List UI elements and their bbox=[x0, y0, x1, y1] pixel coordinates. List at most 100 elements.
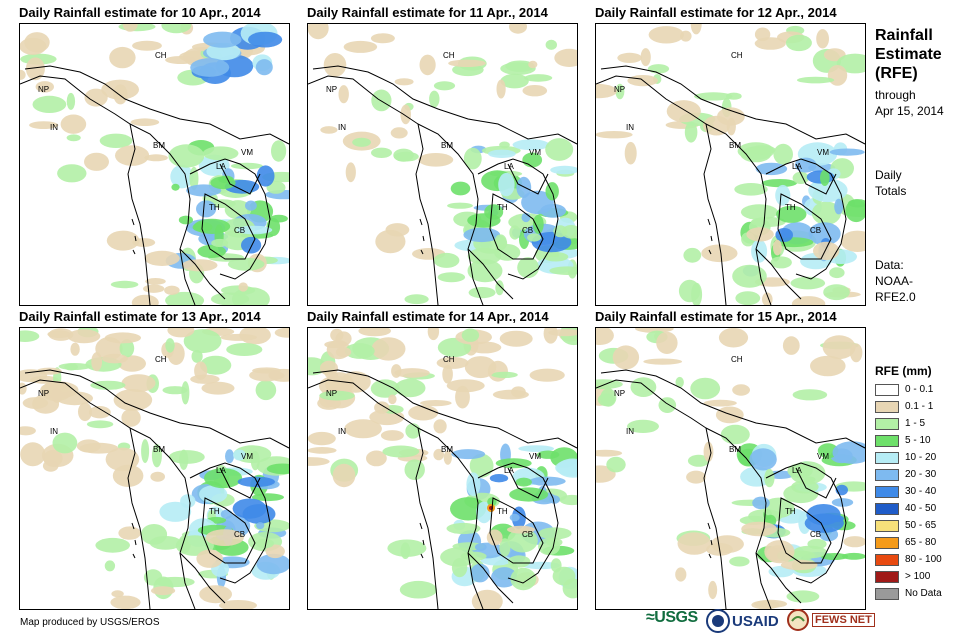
usaid-logo: USAID bbox=[706, 609, 779, 633]
country-label-th: TH bbox=[497, 203, 508, 212]
legend-swatch bbox=[875, 536, 899, 549]
rainfall-map-panel: CH NP IN BM LA VM TH CB bbox=[595, 327, 866, 610]
legend-main-title: Rainfall Estimate (RFE) bbox=[875, 27, 942, 82]
map-credit: Map produced by USGS/EROS bbox=[20, 617, 160, 628]
country-label-np: NP bbox=[614, 389, 625, 398]
legend-label: No Data bbox=[905, 588, 942, 599]
legend: 0 - 0.1 0.1 - 1 1 - 5 5 - 10 10 - 20 20 - 30 3… bbox=[875, 382, 965, 607]
daily-totals-label: Daily Totals bbox=[875, 168, 907, 198]
borders bbox=[20, 369, 289, 609]
country-labels: CH NP IN BM LA VM TH CB bbox=[38, 355, 253, 539]
country-label-la: LA bbox=[216, 466, 226, 475]
country-label-th: TH bbox=[209, 507, 220, 516]
borders bbox=[308, 369, 577, 609]
country-label-th: TH bbox=[209, 203, 220, 212]
legend-item: 40 - 50 bbox=[875, 501, 936, 516]
borders bbox=[308, 65, 577, 305]
country-label-bm: BM bbox=[729, 445, 741, 454]
country-label-in: IN bbox=[338, 123, 346, 132]
country-label-bm: BM bbox=[441, 141, 453, 150]
country-label-ch: CH bbox=[731, 355, 743, 364]
country-label-ch: CH bbox=[155, 51, 167, 60]
through-label: through Apr 15, 2014 bbox=[875, 88, 944, 118]
legend-swatch bbox=[875, 553, 899, 566]
country-label-vm: VM bbox=[529, 148, 541, 157]
country-label-cb: CB bbox=[234, 226, 245, 235]
country-label-ch: CH bbox=[443, 355, 455, 364]
country-label-np: NP bbox=[326, 389, 337, 398]
country-label-la: LA bbox=[504, 162, 514, 171]
legend-item: 0 - 0.1 bbox=[875, 382, 933, 397]
legend-title: RFE (mm) bbox=[875, 364, 932, 378]
legend-label: 20 - 30 bbox=[905, 469, 937, 480]
usgs-logo: ≈USGS bbox=[646, 609, 698, 626]
rainfall-map-panel: CH NP IN BM LA VM TH CB bbox=[19, 327, 290, 610]
legend-swatch bbox=[875, 485, 899, 498]
country-label-in: IN bbox=[50, 123, 58, 132]
legend-label: 5 - 10 bbox=[905, 435, 931, 446]
legend-item: 10 - 20 bbox=[875, 450, 936, 465]
legend-label: > 100 bbox=[905, 571, 931, 582]
legend-swatch bbox=[875, 417, 899, 430]
legend-swatch bbox=[875, 570, 899, 583]
country-labels: CH NP IN BM LA VM TH CB bbox=[326, 355, 541, 539]
country-label-vm: VM bbox=[817, 452, 829, 461]
legend-item: > 100 bbox=[875, 569, 930, 584]
country-label-th: TH bbox=[497, 507, 508, 516]
legend-item: 80 - 100 bbox=[875, 552, 942, 567]
country-label-la: LA bbox=[792, 466, 802, 475]
legend-item: 65 - 80 bbox=[875, 535, 936, 550]
country-label-np: NP bbox=[38, 389, 49, 398]
country-label-th: TH bbox=[785, 203, 796, 212]
country-label-np: NP bbox=[614, 85, 625, 94]
rainfall-map-panel: CH NP IN BM LA VM TH CB bbox=[595, 23, 866, 306]
legend-swatch bbox=[875, 502, 899, 515]
country-label-bm: BM bbox=[153, 445, 165, 454]
legend-swatch bbox=[875, 400, 899, 413]
legend-label: 1 - 5 bbox=[905, 418, 926, 429]
rainfall-field bbox=[20, 328, 289, 609]
rainfall-map-panel: CH NP IN BM LA VM TH CB bbox=[307, 23, 578, 306]
panel-title: Daily Rainfall estimate for 15 Apr., 201… bbox=[595, 309, 837, 324]
country-label-ch: CH bbox=[731, 51, 743, 60]
rainfall-field bbox=[20, 24, 289, 305]
rainfall-field bbox=[596, 328, 865, 609]
legend-label: 80 - 100 bbox=[905, 554, 942, 565]
legend-item: 1 - 5 bbox=[875, 416, 925, 431]
country-label-cb: CB bbox=[810, 226, 821, 235]
borders bbox=[596, 369, 865, 609]
legend-label: 30 - 40 bbox=[905, 486, 937, 497]
legend-label: 0 - 0.1 bbox=[905, 384, 934, 395]
legend-item: No Data bbox=[875, 586, 942, 601]
country-label-vm: VM bbox=[241, 452, 253, 461]
country-label-in: IN bbox=[626, 427, 634, 436]
panel-title: Daily Rainfall estimate for 14 Apr., 201… bbox=[307, 309, 549, 324]
fewsnet-logo: FEWS NET bbox=[787, 609, 875, 631]
legend-label: 65 - 80 bbox=[905, 537, 937, 548]
legend-label: 40 - 50 bbox=[905, 503, 937, 514]
country-labels: CH NP IN BM LA VM TH CB bbox=[38, 51, 253, 235]
legend-item: 0.1 - 1 bbox=[875, 399, 933, 414]
country-label-la: LA bbox=[504, 466, 514, 475]
country-label-la: LA bbox=[216, 162, 226, 171]
rainfall-map-panel: CH NP IN BM LA VM TH CB bbox=[307, 327, 578, 610]
legend-item: 50 - 65 bbox=[875, 518, 936, 533]
country-label-cb: CB bbox=[810, 530, 821, 539]
panel-title: Daily Rainfall estimate for 13 Apr., 201… bbox=[19, 309, 261, 324]
country-label-cb: CB bbox=[522, 530, 533, 539]
country-labels: CH NP IN BM LA VM TH CB bbox=[614, 51, 829, 235]
legend-swatch bbox=[875, 451, 899, 464]
panel-title: Daily Rainfall estimate for 11 Apr., 201… bbox=[307, 5, 548, 20]
usaid-seal-icon bbox=[706, 609, 730, 633]
borders bbox=[20, 65, 289, 305]
country-label-bm: BM bbox=[729, 141, 741, 150]
data-source-label: Data: NOAA- RFE2.0 bbox=[875, 258, 916, 304]
legend-label: 0.1 - 1 bbox=[905, 401, 934, 412]
country-label-cb: CB bbox=[234, 530, 245, 539]
country-label-th: TH bbox=[785, 507, 796, 516]
country-label-cb: CB bbox=[522, 226, 533, 235]
country-label-bm: BM bbox=[153, 141, 165, 150]
rainfall-map-panel: CH NP IN BM LA VM TH CB bbox=[19, 23, 290, 306]
legend-item: 30 - 40 bbox=[875, 484, 936, 499]
country-label-bm: BM bbox=[441, 445, 453, 454]
